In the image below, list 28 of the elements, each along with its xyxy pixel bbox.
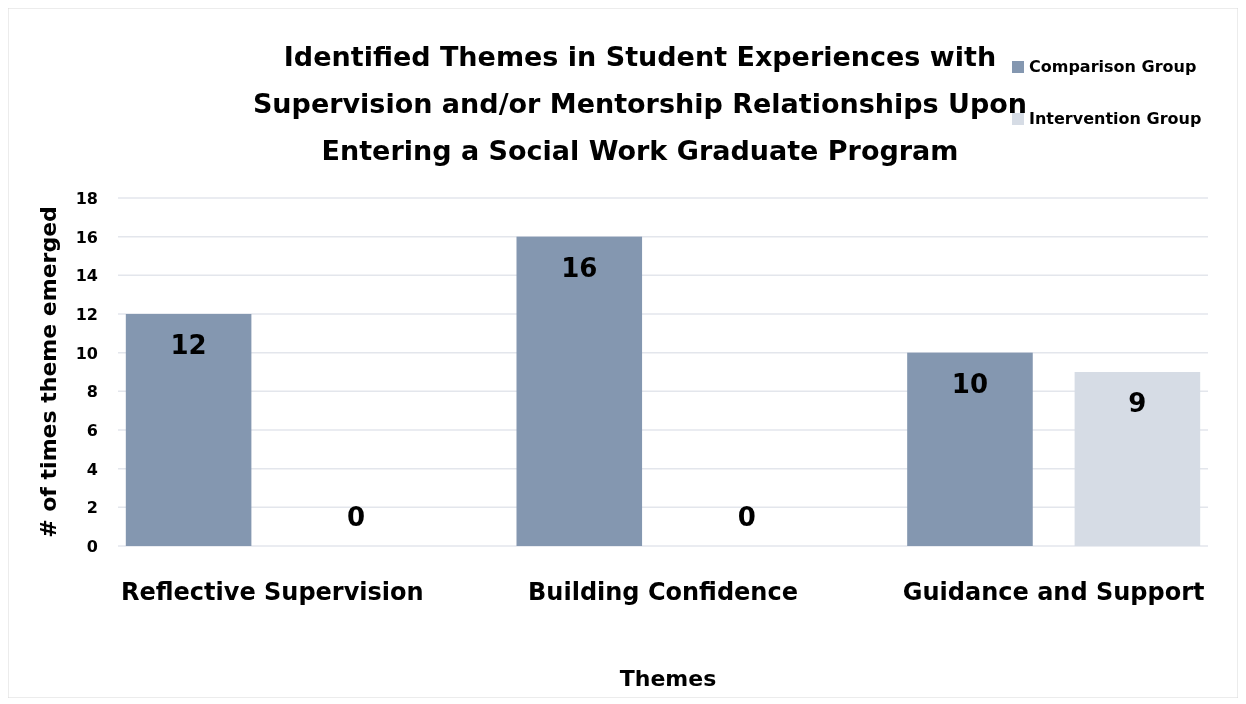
chart-title: Identified Themes in Student Experiences with Supervision and/or Mentorship Relationships Upon Entering a Social Work Graduate Program — [252, 41, 1028, 166]
x-axis-title: Themes — [619, 666, 717, 691]
x-tick-label: Building Confidence — [528, 578, 798, 606]
data-label: 0 — [737, 502, 756, 532]
y-tick-label: 2 — [86, 498, 98, 518]
y-tick-label: 0 — [86, 537, 98, 556]
y-tick-label: 10 — [75, 343, 98, 363]
y-tick-label: 18 — [75, 189, 98, 208]
y-tick-label: 14 — [75, 266, 98, 286]
legend-label: Intervention Group — [1029, 109, 1202, 128]
data-label: 0 — [346, 502, 366, 532]
y-tick-label: 8 — [86, 382, 98, 402]
data-label: 12 — [170, 330, 207, 360]
bar — [1074, 372, 1201, 546]
bar — [125, 314, 252, 546]
y-tick-label: 12 — [75, 305, 98, 324]
bar — [516, 236, 643, 546]
legend-label: Comparison Group — [1029, 57, 1197, 76]
y-tick-label: 6 — [86, 421, 98, 440]
data-label: 9 — [1128, 388, 1147, 418]
x-tick-label: Guidance and Support — [902, 578, 1205, 606]
data-label: 10 — [951, 368, 989, 399]
y-axis-title: # of times theme emerged — [36, 206, 61, 538]
bar — [907, 352, 1033, 546]
y-tick-label: 4 — [86, 459, 98, 479]
x-tick-label: Reflective Supervision — [120, 578, 424, 606]
data-label: 16 — [561, 252, 598, 283]
y-tick-label: 16 — [75, 227, 98, 247]
